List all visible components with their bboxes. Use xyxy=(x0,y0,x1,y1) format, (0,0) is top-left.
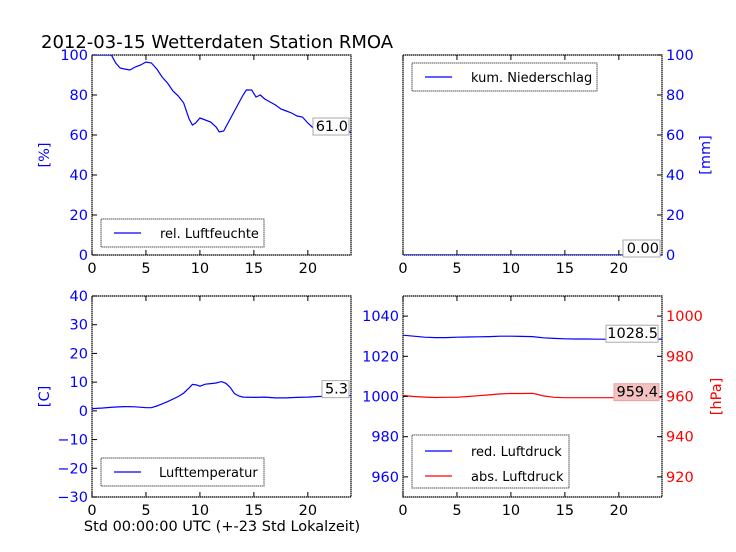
x-tick-label: 20 xyxy=(299,261,317,277)
annotation-value: 5.3 xyxy=(325,382,348,398)
y-tick-label: 20 xyxy=(70,208,88,224)
y-tick-label: −10 xyxy=(57,433,88,449)
y-tick-label: 1040 xyxy=(362,309,399,325)
y-tick-label: 100 xyxy=(60,48,88,64)
y-tick-label-right: 80 xyxy=(666,88,684,104)
y-axis-label: [mm] xyxy=(698,135,714,175)
y-tick-label: 40 xyxy=(70,168,88,184)
y-tick-label-right: 980 xyxy=(666,349,694,365)
figure-title: 2012-03-15 Wetterdaten Station RMOA xyxy=(41,32,394,53)
y-tick-label: 1000 xyxy=(362,390,399,406)
y-tick-label-right: 940 xyxy=(666,430,694,446)
legend: red. Luftdruck abs. Luftdruck xyxy=(411,434,570,489)
annotation-box-red xyxy=(613,383,660,402)
x-tick-label: 5 xyxy=(141,503,150,519)
x-tick-label: 0 xyxy=(398,503,407,519)
annotation-box xyxy=(321,380,350,399)
legend-entry: rel. Luftfeuchte xyxy=(160,227,259,242)
annotation-box xyxy=(622,239,661,258)
annotation-value: 0.00 xyxy=(627,241,659,257)
y-tick-label: 980 xyxy=(371,430,399,446)
y-tick-label-right: 1000 xyxy=(666,309,703,325)
legend-entry: abs. Luftdruck xyxy=(471,470,564,485)
x-tick-label: 20 xyxy=(610,261,628,277)
x-tick-label: 20 xyxy=(610,503,628,519)
x-tick-label: 10 xyxy=(502,503,520,519)
y-tick-label: 10 xyxy=(70,375,88,391)
y-tick-label: 20 xyxy=(70,346,88,362)
x-tick-label: 5 xyxy=(141,261,150,277)
legend-entry: kum. Niederschlag xyxy=(471,71,592,86)
annotation-value: 61.0 xyxy=(316,119,348,135)
y-tick-label-right: 20 xyxy=(666,208,684,224)
y-tick-label: 60 xyxy=(70,128,88,144)
x-tick-label: 10 xyxy=(191,503,209,519)
y-tick-label-right: 960 xyxy=(666,390,694,406)
x-axis-label: Std 00:00:00 UTC (+-23 Std Lokalzeit) xyxy=(84,519,360,535)
legend-entry: red. Luftdruck xyxy=(471,445,562,460)
y-tick-label: −30 xyxy=(57,490,88,506)
y-tick-label: −20 xyxy=(57,461,88,477)
panel-humidity: 0 5 10 15 20 0 20 40 60 80 100 [%] 61.0 rel. Luftfeuc… xyxy=(37,48,352,277)
y-tick-label: 0 xyxy=(79,404,88,420)
y-tick-label-right: 100 xyxy=(666,48,694,64)
y-axis-label: [C] xyxy=(37,386,53,407)
y-tick-label: 960 xyxy=(371,470,399,486)
annotation-box xyxy=(605,324,659,343)
x-tick-label: 0 xyxy=(87,503,96,519)
legend: Lufttemperatur xyxy=(100,457,265,487)
x-tick-label: 5 xyxy=(452,261,461,277)
legend: rel. Luftfeuchte xyxy=(100,218,265,248)
x-tick-label: 20 xyxy=(299,503,317,519)
legend-frame xyxy=(411,434,570,489)
annotation-value: 959.4 xyxy=(616,385,658,401)
x-tick-label: 15 xyxy=(556,261,574,277)
y-tick-label-right: 40 xyxy=(666,168,684,184)
y-tick-label-right: 60 xyxy=(666,128,684,144)
y-tick-label-right: 0 xyxy=(666,248,675,264)
x-tick-label: 15 xyxy=(245,503,263,519)
x-tick-label: 10 xyxy=(191,261,209,277)
y-axis-label: [%] xyxy=(37,142,53,167)
y-tick-label: 0 xyxy=(79,248,88,264)
series-line-0 xyxy=(92,380,351,410)
x-tick-label: 15 xyxy=(556,503,574,519)
x-tick-label: 10 xyxy=(502,261,520,277)
x-tick-label: 0 xyxy=(398,261,407,277)
y-axis-label: [hPa] xyxy=(709,378,725,415)
series-line-0 xyxy=(92,55,351,134)
legend: kum. Niederschlag xyxy=(411,62,598,92)
panel-temperature: 0 5 10 15 20 −30 −20 −10 0 10 20 30 40 [C] 5.3 Lufttemp… xyxy=(37,289,352,519)
x-tick-label: 5 xyxy=(452,503,461,519)
y-tick-label: 1020 xyxy=(362,349,399,365)
panel-pressure: 0 5 10 15 20 960 980 1000 1020 1040 920 940 960 980 10… xyxy=(362,295,725,519)
y-tick-label: 40 xyxy=(70,289,88,305)
x-tick-label: 0 xyxy=(87,261,96,277)
annotation-value: 1028.5 xyxy=(607,326,658,342)
y-tick-label-right: 920 xyxy=(666,470,694,486)
y-tick-label: 80 xyxy=(70,88,88,104)
legend-entry: Lufttemperatur xyxy=(159,466,258,481)
annotation-box xyxy=(312,117,350,136)
panel-precipitation: 0 5 10 15 20 0 20 40 60 80 100 [mm] 0.00 kum. Nieders… xyxy=(398,48,714,277)
y-tick-label: 30 xyxy=(70,318,88,334)
x-tick-label: 15 xyxy=(245,261,263,277)
